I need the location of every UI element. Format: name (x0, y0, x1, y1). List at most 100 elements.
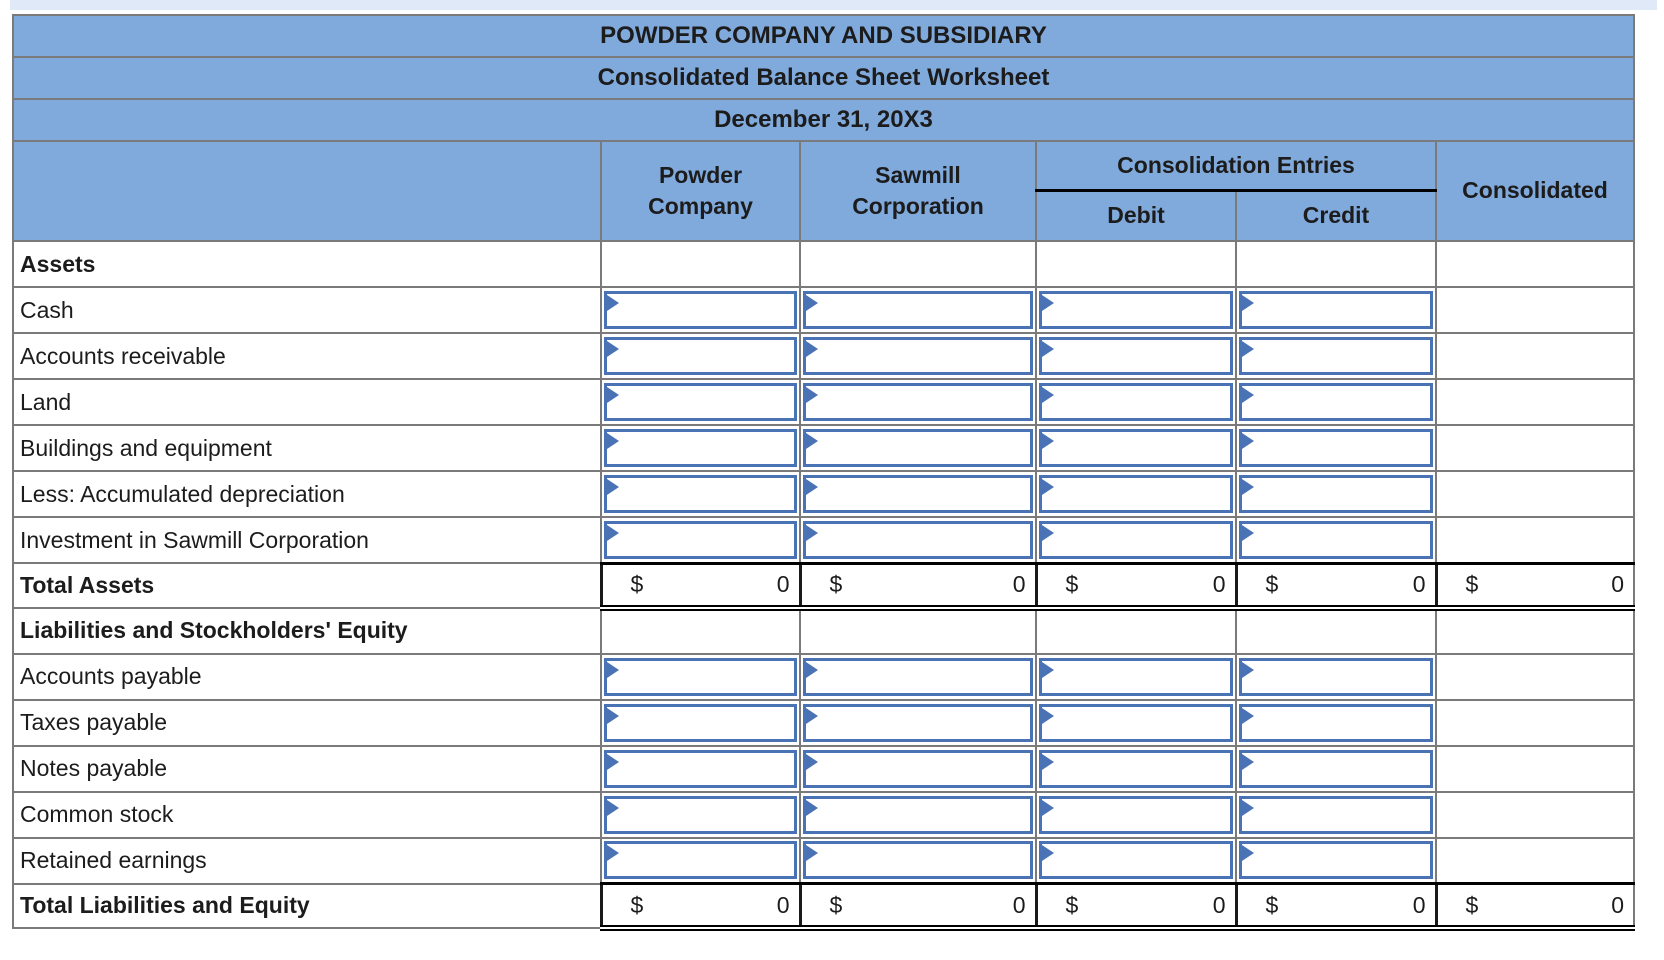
amount-input[interactable] (1239, 429, 1433, 467)
input-flag-icon (607, 479, 619, 495)
input-cell (600, 286, 801, 334)
amount-input[interactable] (604, 383, 797, 421)
amount-input[interactable] (604, 703, 797, 742)
amount-input[interactable] (803, 841, 1033, 880)
input-flag-icon (1042, 707, 1054, 724)
amount-input[interactable] (1239, 657, 1433, 696)
amount-input[interactable] (1039, 520, 1233, 559)
amount-input[interactable] (1239, 337, 1433, 375)
amount-input[interactable] (1239, 749, 1433, 788)
amount-input[interactable] (1039, 383, 1233, 421)
input-cell (600, 378, 801, 426)
amount-input[interactable] (604, 520, 797, 559)
section-header-row: Assets (12, 240, 1635, 288)
amount-value: 0 (776, 891, 790, 918)
amount-input[interactable] (1239, 383, 1433, 421)
row-label: Notes payable (12, 744, 602, 793)
input-cell (1235, 286, 1437, 334)
consolidated-cell (1435, 790, 1635, 839)
input-flag-icon (1242, 524, 1254, 541)
amount-input[interactable] (1039, 475, 1233, 513)
input-cell (1035, 744, 1237, 793)
input-flag-icon (806, 661, 818, 678)
amount-input[interactable] (604, 657, 797, 696)
empty-cell (600, 240, 801, 288)
amount-input[interactable] (604, 795, 797, 834)
total-amount-cell: $0 (798, 882, 1037, 931)
input-flag-icon (1242, 387, 1254, 403)
currency-symbol: $ (1465, 891, 1479, 918)
line-item-row: Retained earnings (12, 836, 1635, 885)
amount-input[interactable] (1039, 795, 1233, 834)
col-header-sawmill-corporation: Sawmill Corporation (799, 140, 1037, 242)
amount-input[interactable] (1239, 795, 1433, 834)
amount-input[interactable] (803, 291, 1033, 329)
total-amount-cell: $0 (1434, 561, 1635, 611)
row-label: Taxes payable (12, 698, 602, 747)
input-flag-icon (806, 295, 818, 311)
amount-input[interactable] (1239, 475, 1433, 513)
section-header: Assets (12, 240, 602, 288)
amount-input[interactable] (604, 475, 797, 513)
amount-input[interactable] (1039, 657, 1233, 696)
statement-date: December 31, 20X3 (12, 98, 1635, 142)
amount-input[interactable] (1039, 291, 1233, 329)
total-amount-cell: $0 (1434, 882, 1635, 931)
worksheet-body: Assets Cash Accounts receivable Land Buildin… (12, 240, 1635, 931)
input-cell (600, 332, 801, 380)
amount-input[interactable] (604, 337, 797, 375)
input-cell (1235, 790, 1437, 839)
amount-input[interactable] (803, 429, 1033, 467)
row-label: Common stock (12, 790, 602, 839)
row-label: Accounts receivable (12, 332, 602, 380)
input-cell (799, 378, 1037, 426)
amount-input[interactable] (1039, 749, 1233, 788)
amount-input[interactable] (604, 429, 797, 467)
input-flag-icon (806, 799, 818, 816)
amount-input[interactable] (803, 383, 1033, 421)
amount-input[interactable] (1039, 429, 1233, 467)
amount-input[interactable] (803, 703, 1033, 742)
input-cell (600, 698, 801, 747)
amount-input[interactable] (803, 795, 1033, 834)
amount-value: 0 (1611, 571, 1624, 597)
amount-input[interactable] (1039, 703, 1233, 742)
amount-input[interactable] (604, 841, 797, 880)
amount-input[interactable] (803, 657, 1033, 696)
currency-symbol: $ (1065, 571, 1079, 597)
amount-value: 0 (1212, 891, 1226, 918)
amount-input[interactable] (1039, 337, 1233, 375)
amount-input[interactable] (803, 337, 1033, 375)
input-flag-icon (1242, 799, 1254, 816)
input-flag-icon (1042, 753, 1054, 770)
input-cell (1235, 744, 1437, 793)
input-cell (600, 516, 801, 564)
amount-input[interactable] (803, 749, 1033, 788)
amount-input[interactable] (1039, 841, 1233, 880)
row-label: Accounts payable (12, 652, 602, 701)
input-cell (1235, 470, 1437, 518)
amount-input[interactable] (1239, 291, 1433, 329)
amount-input[interactable] (803, 475, 1033, 513)
row-label: Retained earnings (12, 836, 602, 885)
consolidation-worksheet: POWDER COMPANY AND SUBSIDIARY Consolidat… (12, 14, 1635, 931)
empty-cell (1435, 606, 1635, 655)
input-flag-icon (607, 524, 619, 541)
empty-cell (799, 240, 1037, 288)
input-cell (1035, 470, 1237, 518)
amount-input[interactable] (604, 291, 797, 329)
total-amount: $0 (803, 892, 1034, 919)
input-flag-icon (607, 845, 619, 862)
balance-sheet-worksheet-table: POWDER COMPANY AND SUBSIDIARY Consolidat… (12, 14, 1635, 931)
amount-input[interactable] (1239, 703, 1433, 742)
amount-input[interactable] (1239, 841, 1433, 880)
input-cell (1035, 652, 1237, 701)
input-flag-icon (806, 479, 818, 495)
total-amount-cell: $0 (1234, 561, 1437, 611)
amount-input[interactable] (1239, 520, 1433, 559)
consolidated-cell (1435, 698, 1635, 747)
amount-input[interactable] (803, 520, 1033, 559)
row-label: Buildings and equipment (12, 424, 602, 472)
amount-input[interactable] (604, 749, 797, 788)
amount-value: 0 (1611, 891, 1624, 918)
